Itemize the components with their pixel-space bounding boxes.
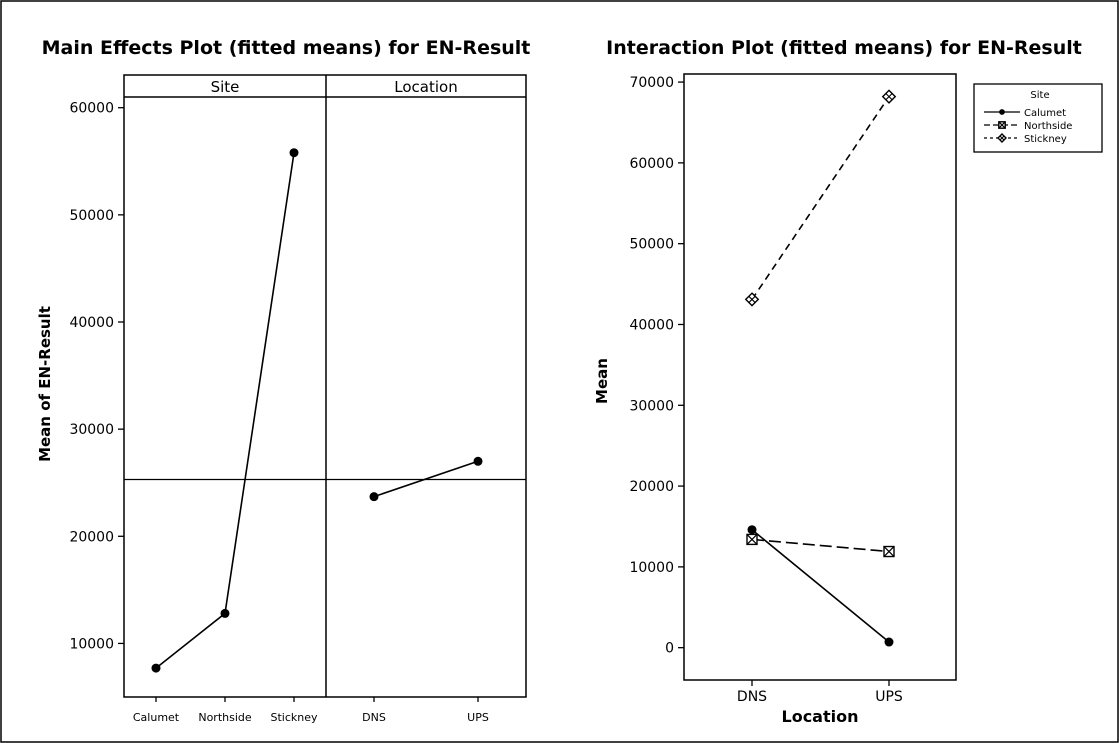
legend-label-northside: Northside	[1024, 121, 1072, 132]
main-effects-x-tick-label: DNS	[362, 711, 386, 724]
interaction-x-axis-label: Location	[782, 707, 859, 726]
legend-marker-calumet	[999, 109, 1005, 115]
main-effects-y-tick-label: 50000	[69, 208, 114, 224]
interaction-line-northside	[751, 538, 890, 553]
interaction-point-northside	[883, 545, 895, 558]
interaction-point-stickney	[744, 292, 760, 307]
main-effects-x-ticks: Calumet Northside Stickney DNS UPS	[133, 697, 489, 724]
main-effects-point	[289, 148, 299, 158]
interaction-point-northside	[746, 533, 758, 546]
main-effects-point	[473, 456, 483, 466]
main-effects-title: Main Effects Plot (fitted means) for EN-…	[42, 37, 531, 59]
interaction-y-tick-label: 50000	[629, 237, 674, 253]
legend-box	[973, 83, 1103, 153]
interaction-point-stickney	[881, 89, 897, 104]
main-effects-line-location	[373, 460, 479, 498]
panel-header-location: Location	[394, 78, 457, 96]
interaction-y-tick-label: 20000	[629, 479, 674, 495]
interaction-y-tick-label: 60000	[629, 156, 674, 172]
interaction-y-tick-label: 0	[665, 641, 674, 657]
main-effects-y-tick-label: 10000	[69, 636, 114, 652]
interaction-y-tick-label: 30000	[629, 398, 674, 414]
main-effects-plot: Main Effects Plot (fitted means) for EN-…	[36, 37, 530, 724]
main-effects-y-tick-label: 30000	[69, 422, 114, 438]
main-effects-y-axis-label: Mean of EN-Result	[36, 306, 54, 462]
interaction-plot: Interaction Plot (fitted means) for EN-R…	[593, 37, 1103, 726]
legend-marker-northside	[998, 121, 1006, 129]
legend-marker-stickney	[997, 133, 1007, 143]
main-effects-line-site	[155, 152, 295, 669]
main-effects-plot-frame	[123, 74, 527, 698]
main-effects-y-ticks: 10000 20000 30000 40000 50000 60000	[69, 101, 124, 652]
main-effects-point	[151, 663, 161, 673]
main-effects-point	[220, 608, 230, 618]
main-effects-x-tick-label: Stickney	[270, 711, 318, 724]
main-effects-y-tick-label: 40000	[69, 315, 114, 331]
interaction-y-ticks: 0 10000 20000 30000 40000 50000 60000 70000	[629, 75, 684, 657]
main-effects-point	[369, 492, 379, 502]
interaction-y-tick-label: 40000	[629, 317, 674, 333]
interaction-x-ticks: DNS UPS	[737, 680, 903, 705]
interaction-line-calumet	[751, 529, 890, 643]
main-effects-y-tick-label: 20000	[69, 529, 114, 545]
main-effects-x-tick-label: Northside	[198, 711, 252, 724]
panel-header-site: Site	[211, 78, 240, 96]
interaction-x-tick-label: DNS	[737, 689, 767, 705]
interaction-point-calumet	[884, 637, 894, 647]
legend-label-stickney: Stickney	[1024, 134, 1067, 145]
main-effects-series	[151, 148, 483, 673]
interaction-x-tick-label: UPS	[875, 689, 903, 705]
legend-title: Site	[1030, 90, 1049, 101]
main-effects-x-tick-label: UPS	[467, 711, 489, 724]
main-effects-y-tick-label: 60000	[69, 101, 114, 117]
legend-label-calumet: Calumet	[1024, 108, 1066, 119]
legend-items: Calumet Northside Stickney	[984, 108, 1072, 145]
interaction-title: Interaction Plot (fitted means) for EN-R…	[606, 37, 1082, 59]
interaction-legend: Site Calumet Northside Stickney	[973, 83, 1103, 153]
interaction-y-tick-label: 10000	[629, 560, 674, 576]
interaction-point-calumet	[747, 525, 757, 535]
interaction-series	[744, 89, 897, 647]
interaction-y-axis-label: Mean	[593, 358, 611, 404]
interaction-y-tick-label: 70000	[629, 75, 674, 91]
interaction-plot-frame	[683, 73, 957, 681]
interaction-line-stickney	[751, 96, 890, 300]
main-effects-x-tick-label: Calumet	[133, 711, 180, 724]
